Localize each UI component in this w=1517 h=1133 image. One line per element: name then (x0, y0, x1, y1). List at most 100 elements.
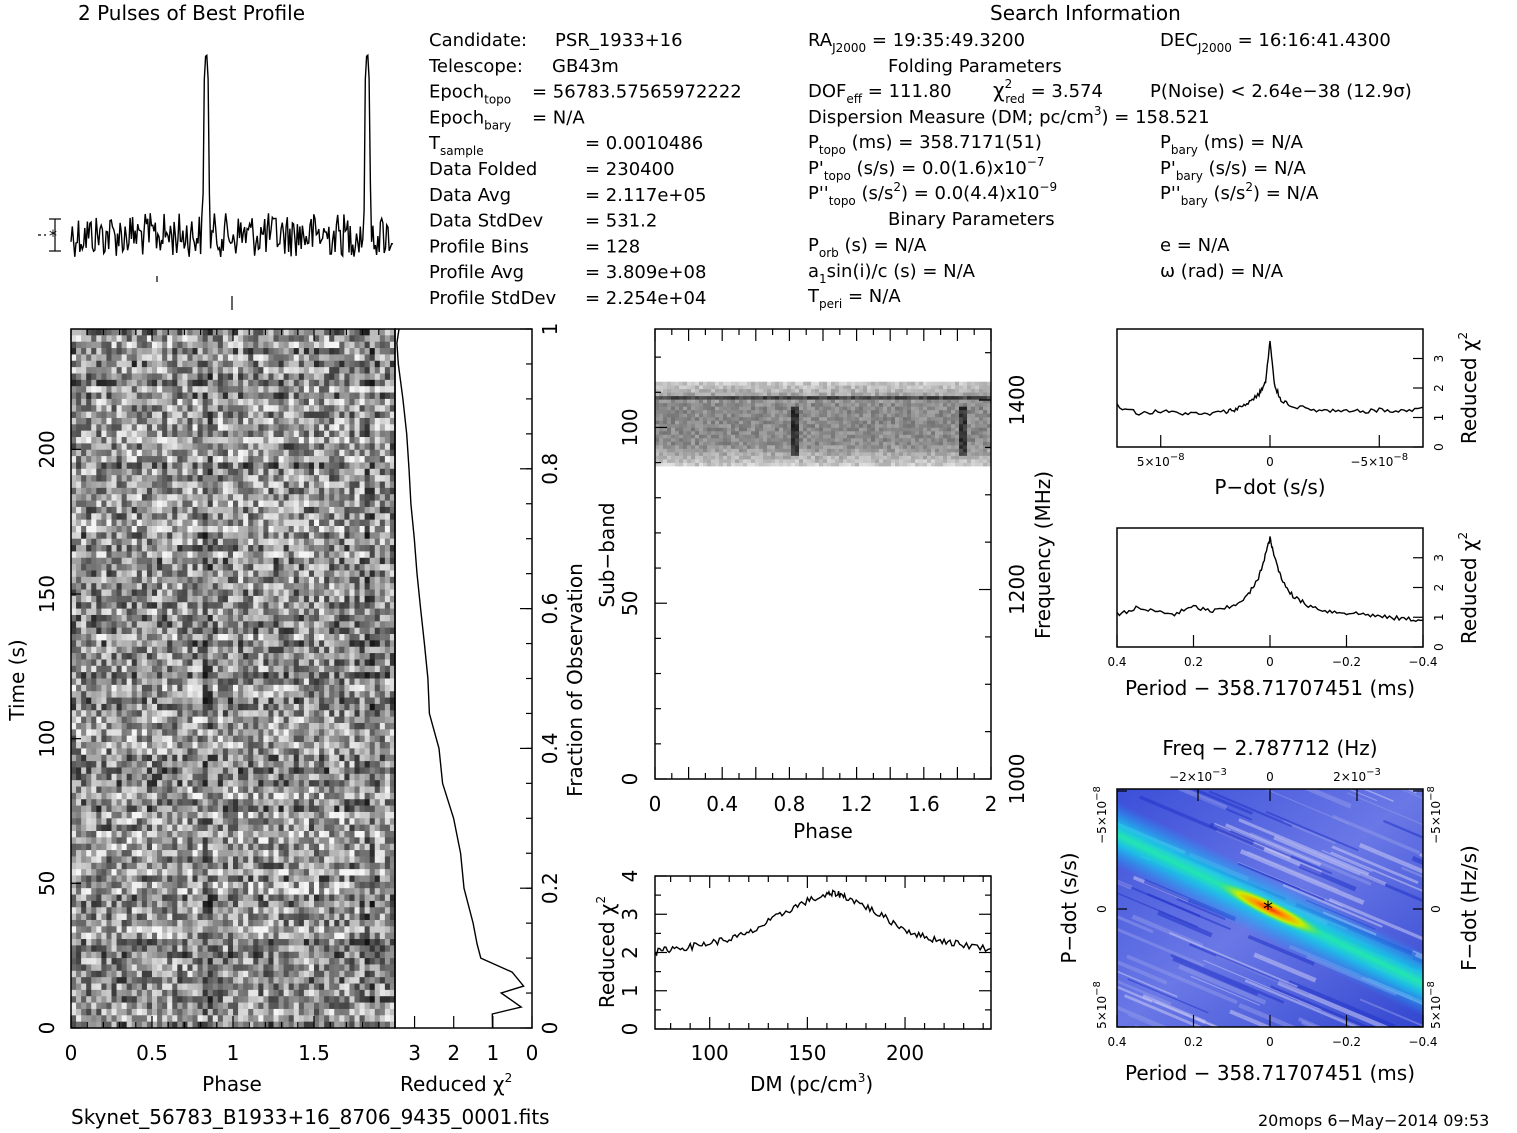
heatmap-cell (314, 525, 320, 533)
heatmap-cell (146, 424, 153, 432)
heatmap-cell (197, 513, 204, 521)
heatmap-cell (379, 373, 386, 381)
heatmap-cell (157, 475, 163, 482)
heatmap-cell (278, 538, 285, 546)
heatmap-cell (146, 475, 153, 482)
heatmap-cell (172, 557, 178, 565)
heatmap-cell (106, 576, 112, 584)
heatmap-cell (141, 430, 148, 438)
heatmap-cell (182, 589, 188, 597)
heatmap-cell (278, 335, 285, 343)
heatmap-cell (278, 500, 285, 508)
heatmap-cell (288, 627, 295, 635)
heatmap-cell (384, 329, 391, 336)
heatmap-cell (354, 672, 360, 679)
heatmap-cell (207, 754, 214, 762)
heatmap-cell (384, 475, 391, 482)
heatmap-cell (253, 716, 259, 724)
heatmap-cell (152, 379, 158, 387)
heatmap-cell (278, 710, 285, 718)
heatmap-cell (121, 341, 128, 349)
heatmap-cell (359, 506, 366, 514)
heatmap-cell (344, 595, 350, 603)
heatmap-cell (354, 354, 360, 362)
heatmap-cell (374, 576, 381, 584)
heatmap-cell (111, 735, 117, 743)
heatmap-cell (116, 805, 123, 813)
heatmap-cell (243, 659, 249, 667)
heatmap-cell (364, 468, 371, 476)
heatmap-cell (354, 570, 360, 578)
heatmap-cell (268, 513, 274, 521)
heatmap-cell (222, 329, 229, 336)
heatmap-cell (111, 646, 117, 654)
heatmap-cell (86, 430, 92, 438)
heatmap-cell (324, 348, 330, 355)
heatmap-cell (162, 564, 168, 571)
heatmap-cell (324, 614, 330, 622)
heatmap-cell (86, 634, 92, 641)
heatmap-cell (384, 761, 391, 768)
heatmap-cell (298, 703, 305, 711)
heatmap-cell (324, 716, 330, 724)
heatmap-cell (212, 386, 219, 393)
heatmap-cell (248, 799, 254, 806)
heatmap-cell (86, 456, 92, 463)
heatmap-cell (202, 481, 209, 489)
heatmap-cell (319, 487, 325, 495)
heatmap-cell (354, 335, 360, 343)
heatmap-cell (359, 437, 366, 444)
heatmap-cell (369, 437, 376, 444)
heatmap-cell (248, 703, 254, 711)
heatmap-cell (71, 335, 77, 343)
heatmap-cell (141, 398, 148, 406)
heatmap-cell (273, 729, 279, 737)
heatmap-cell (308, 621, 315, 629)
heatmap-cell (233, 640, 239, 648)
heatmap-cell (273, 411, 279, 419)
heatmap-cell (177, 716, 183, 724)
heatmap-cell (116, 417, 123, 425)
heatmap-cell (308, 773, 315, 781)
heatmap-cell (288, 634, 295, 641)
heatmap-cell (324, 767, 330, 775)
heatmap-cell (152, 494, 158, 501)
heatmap-cell (76, 329, 82, 336)
heatmap-cell (197, 449, 204, 457)
heatmap-cell (288, 729, 295, 737)
heatmap-cell (243, 545, 249, 552)
heatmap-cell (227, 487, 234, 495)
heatmap-cell (212, 354, 219, 362)
heatmap-cell (238, 634, 244, 641)
heatmap-cell (106, 341, 112, 349)
heatmap-cell (364, 659, 371, 667)
heatmap-cell (369, 525, 376, 533)
heatmap-cell (248, 487, 254, 495)
heatmap-cell (81, 780, 87, 787)
heatmap-cell (141, 742, 148, 749)
heatmap-cell (248, 341, 254, 349)
profile-panel: * (38, 53, 394, 310)
heatmap-cell (71, 595, 77, 603)
heatmap-cell (253, 525, 259, 533)
heatmap-cell (222, 691, 229, 698)
heatmap-cell (197, 545, 204, 552)
heatmap-cell (91, 602, 97, 609)
heatmap-cell (324, 773, 330, 781)
heatmap-cell (243, 735, 249, 743)
heatmap-cell (303, 602, 310, 609)
heatmap-cell (384, 811, 391, 819)
heatmap-cell (334, 545, 340, 552)
heatmap-cell (268, 538, 274, 546)
heatmap-cell (379, 500, 386, 508)
heatmap-cell (121, 621, 128, 629)
heatmap-cell (308, 538, 315, 546)
heatmap-cell (207, 481, 214, 489)
heatmap-cell (344, 716, 350, 724)
heatmap-cell (192, 430, 198, 438)
heatmap-cell (258, 506, 264, 514)
heatmap-cell (136, 354, 143, 362)
heatmap-cell (182, 392, 188, 400)
heatmap-cell (182, 602, 188, 609)
heatmap-cell (258, 462, 264, 470)
